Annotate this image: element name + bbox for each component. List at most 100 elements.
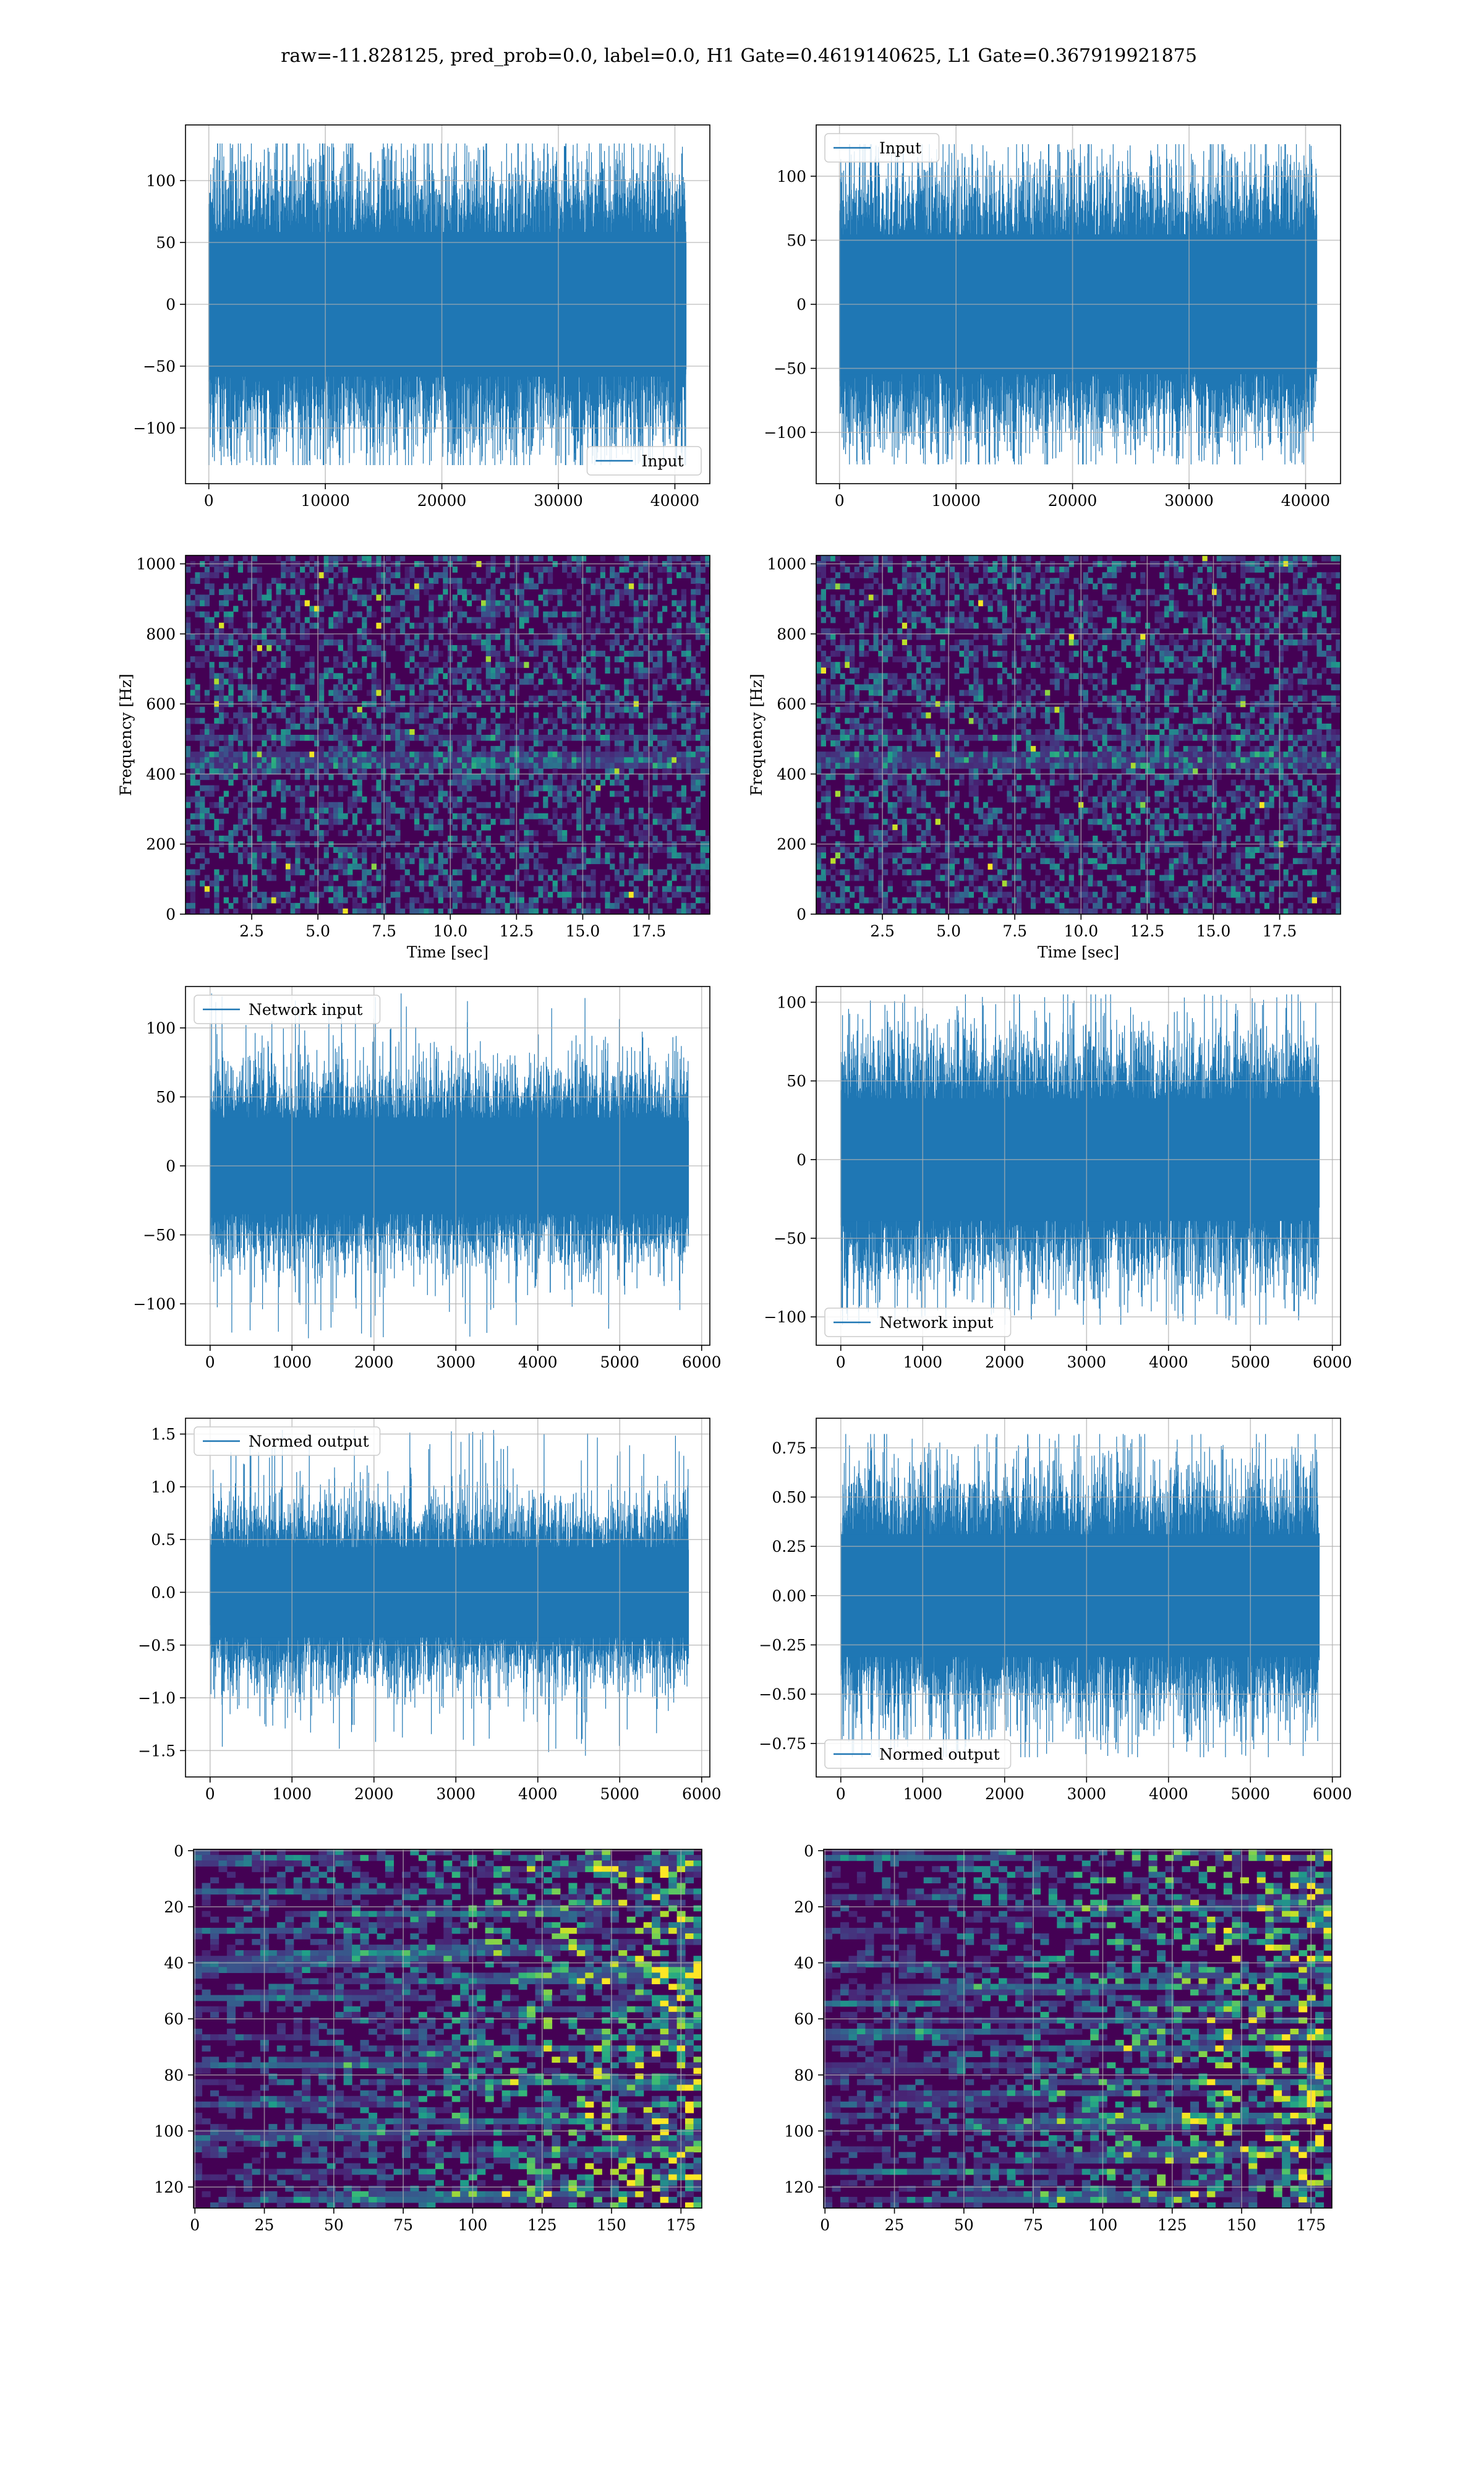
heatmap-cell	[223, 667, 229, 674]
heatmap-cell	[657, 717, 663, 724]
heatmap-cell	[533, 751, 539, 758]
heatmap-cell	[619, 763, 625, 769]
heatmap-cell	[1083, 578, 1088, 584]
heatmap-cell	[605, 891, 610, 898]
heatmap-cell	[695, 578, 701, 584]
heatmap-cell	[1207, 656, 1213, 662]
heatmap-cell	[314, 768, 320, 775]
heatmap-cell	[233, 735, 239, 741]
heatmap-cell	[538, 751, 544, 758]
heatmap-cell	[1302, 628, 1308, 635]
heatmap-cell	[557, 600, 563, 607]
heatmap-cell	[204, 790, 210, 797]
heatmap-cell	[864, 622, 869, 629]
heatmap-cell	[290, 869, 296, 876]
heatmap-cell	[686, 684, 691, 691]
heatmap-cell	[290, 589, 296, 596]
heatmap-cell	[916, 645, 922, 651]
heatmap-cell	[681, 706, 686, 713]
heatmap-cell	[897, 600, 903, 607]
heatmap-cell	[404, 757, 410, 763]
heatmap-cell	[562, 897, 568, 904]
heatmap-cell	[328, 763, 334, 769]
heatmap-cell	[252, 796, 258, 803]
heatmap-cell	[237, 678, 244, 685]
heatmap-cell	[1064, 678, 1070, 685]
heatmap-cell	[1226, 673, 1232, 679]
heatmap-cell	[285, 830, 291, 836]
heatmap-cell	[911, 611, 917, 618]
heatmap-cell	[348, 847, 353, 853]
heatmap-cell	[672, 611, 677, 618]
heatmap-cell	[931, 578, 936, 584]
heatmap-cell	[362, 774, 367, 781]
heatmap-cell	[424, 729, 429, 735]
heatmap-cell	[906, 578, 912, 584]
heatmap-cell	[395, 858, 401, 865]
heatmap-cell	[443, 583, 448, 589]
heatmap-cell	[385, 639, 391, 646]
heatmap-cell	[481, 847, 487, 853]
heatmap-cell	[233, 645, 239, 651]
heatmap-cell	[381, 651, 386, 657]
heatmap-cell	[519, 645, 524, 651]
heatmap-cell	[1102, 594, 1107, 601]
heatmap-cell	[352, 768, 358, 775]
heatmap-cell	[830, 555, 836, 562]
heatmap-cell	[552, 673, 558, 679]
heatmap-cell	[1202, 645, 1208, 651]
legend-label: Input	[642, 452, 684, 470]
heatmap-cell	[959, 622, 965, 629]
heatmap-cell	[252, 897, 258, 904]
heatmap-cell	[1278, 656, 1284, 662]
heatmap-cell	[490, 606, 496, 612]
heatmap-cell	[429, 897, 434, 904]
heatmap-cell	[295, 706, 301, 713]
heatmap-cell	[237, 667, 244, 674]
heatmap-cell	[1021, 690, 1026, 696]
heatmap-cell	[333, 858, 339, 865]
heatmap-cell	[695, 785, 701, 792]
heatmap-cell	[566, 790, 572, 797]
heatmap-cell	[338, 751, 343, 758]
heatmap-cell	[485, 606, 491, 612]
heatmap-cell	[1040, 628, 1046, 635]
heatmap-cell	[247, 717, 253, 724]
heatmap-cell	[481, 617, 487, 623]
heatmap-cell	[429, 802, 434, 808]
heatmap-cell	[1297, 594, 1303, 601]
heatmap-cell	[381, 572, 386, 578]
heatmap-cell	[964, 555, 970, 562]
heatmap-cell	[1197, 673, 1203, 679]
heatmap-cell	[992, 633, 998, 640]
heatmap-cell	[295, 863, 301, 870]
heatmap-cell	[533, 908, 539, 915]
heatmap-cell	[1193, 622, 1198, 629]
heatmap-cell	[295, 606, 301, 612]
heatmap-cell	[1197, 639, 1203, 646]
heatmap-cell	[352, 813, 358, 820]
heatmap-cell	[591, 858, 596, 865]
heatmap-cell	[457, 578, 463, 584]
heatmap-cell	[385, 796, 391, 803]
heatmap-cell	[209, 880, 215, 887]
heatmap-cell	[1207, 572, 1213, 578]
heatmap-cell	[409, 897, 415, 904]
heatmap-cell	[581, 768, 587, 775]
heatmap-cell	[510, 690, 515, 696]
heatmap-cell	[902, 572, 908, 578]
heatmap-cell	[271, 875, 277, 881]
heatmap-cell	[571, 779, 577, 786]
heatmap-cell	[676, 673, 682, 679]
heatmap-cell	[691, 656, 696, 662]
heatmap-cell	[348, 555, 353, 562]
heatmap-cell	[510, 897, 515, 904]
heatmap-cell	[223, 768, 229, 775]
heatmap-cell	[652, 717, 658, 724]
heatmap-cell	[495, 813, 501, 820]
heatmap-cell	[830, 583, 836, 589]
heatmap-cell	[481, 746, 487, 752]
heatmap-cell	[1083, 628, 1088, 635]
heatmap-cell	[1154, 594, 1160, 601]
heatmap-cell	[897, 633, 903, 640]
